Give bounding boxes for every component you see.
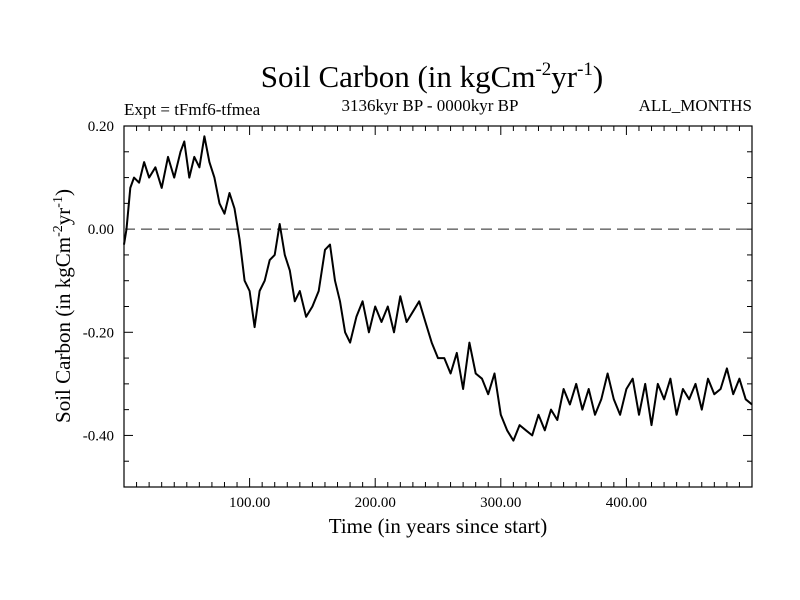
subtitle-experiment: Expt = tFmf6-tfmea [124, 100, 261, 119]
x-tick-label: 100.00 [229, 495, 270, 511]
series-group [123, 135, 753, 442]
y-tick-label: 0.00 [88, 222, 114, 238]
x-tick-label: 300.00 [480, 495, 521, 511]
subtitle-time-range: 3136kyr BP - 0000kyr BP [342, 96, 519, 115]
x-tick-label: 400.00 [606, 495, 647, 511]
y-axis-label: Soil Carbon (in kgCm-2yr-1) [51, 189, 75, 423]
x-tick-labels: 100.00 200.00 300.00 400.00 [229, 495, 647, 511]
axis-ticks [124, 126, 752, 487]
x-axis-label: Time (in years since start) [329, 514, 548, 538]
chart-title: Soil Carbon (in kgCm-2yr-1) [261, 59, 604, 94]
y-tick-label: -0.20 [83, 325, 114, 341]
plot-frame [123, 125, 753, 488]
series-line [123, 135, 753, 442]
x-tick-label: 200.00 [355, 495, 396, 511]
y-tick-label: -0.40 [83, 428, 114, 444]
subtitle-months: ALL_MONTHS [639, 96, 752, 115]
y-tick-label: 0.20 [88, 119, 114, 135]
y-tick-labels: 0.20 0.00 -0.20 -0.40 [83, 119, 114, 444]
